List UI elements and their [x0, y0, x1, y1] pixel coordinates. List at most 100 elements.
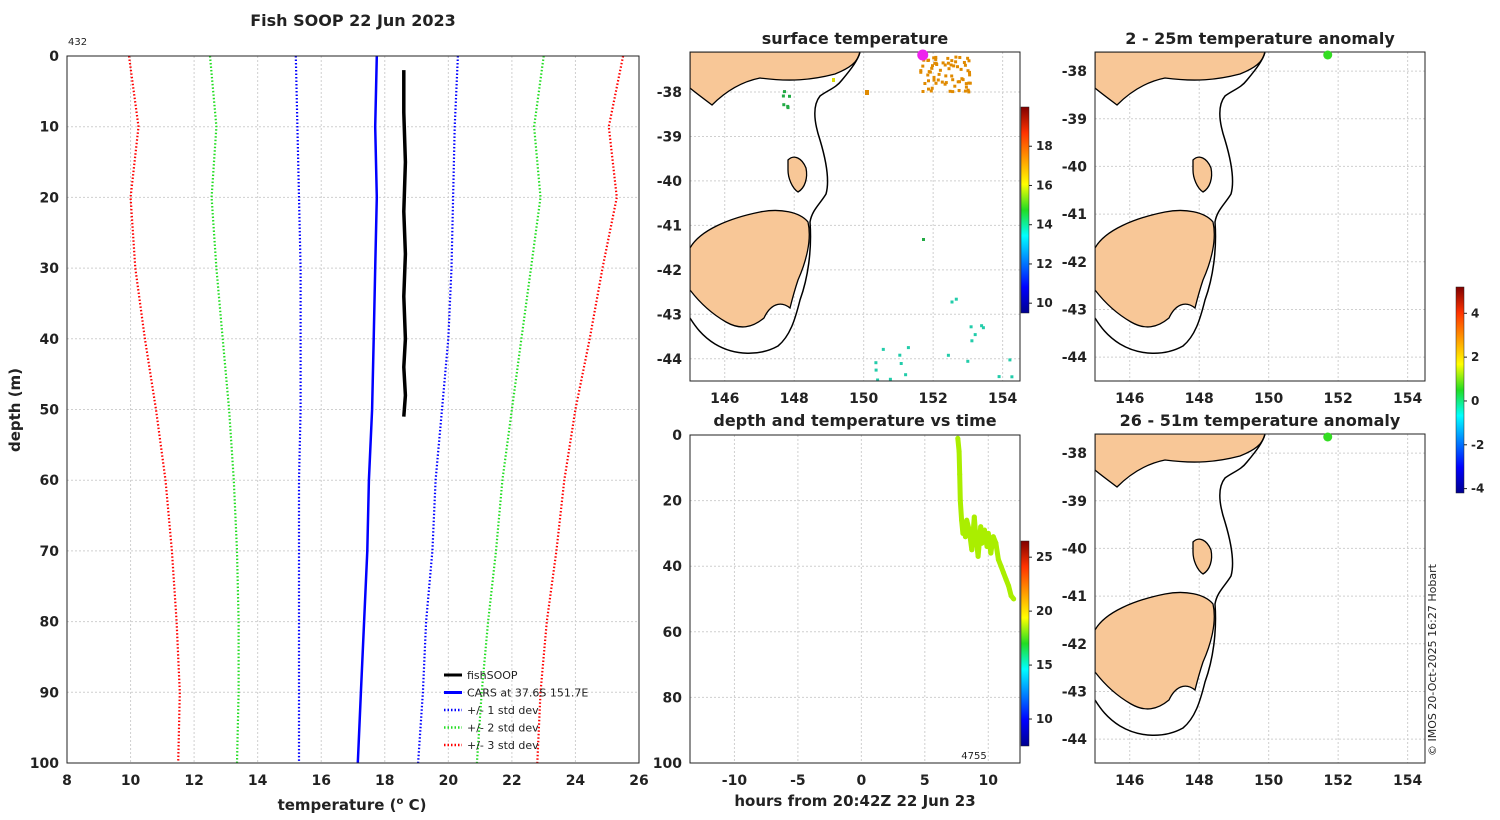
- anomaly-shallow-lon-tick-label: 154: [1393, 391, 1422, 407]
- time-point: [955, 435, 961, 441]
- profile-y-tick-label: 90: [40, 685, 60, 701]
- sst-pixel: [782, 103, 786, 107]
- time-colorbar-label: 15: [1036, 658, 1053, 672]
- sst-pixel: [960, 77, 964, 81]
- sst-pixel: [906, 346, 910, 350]
- profile-y-tick-label: 60: [40, 473, 60, 489]
- anomaly-deep-lat-tick-label: -42: [1062, 637, 1087, 653]
- anomaly-colorbar-label: -2: [1471, 438, 1484, 452]
- profile-line-fishsoop: [402, 70, 408, 417]
- time-point: [969, 547, 975, 553]
- sst-pixel: [958, 80, 961, 84]
- legend-label: fishSOOP: [467, 669, 518, 682]
- sst-pixel: [876, 378, 880, 381]
- surface-temp-land: [690, 52, 861, 328]
- surface-temp-lat-tick-label: -43: [657, 307, 682, 323]
- surface-temp-colorbar-label: 14: [1036, 218, 1053, 232]
- sst-pixel: [964, 82, 968, 86]
- surface-temp-colorbar-label: 10: [1036, 296, 1053, 310]
- legend-label: +/- 2 std dev: [467, 722, 539, 735]
- anomaly-deep-lat-tick-label: -41: [1062, 589, 1087, 605]
- profile-y-tick-label: 30: [40, 261, 60, 277]
- time-point: [971, 514, 977, 520]
- sst-pixel: [968, 70, 971, 74]
- profile-x-tick-label: 14: [248, 773, 268, 789]
- sst-pixel: [958, 56, 962, 59]
- time-panel: depth and temperature vs time -10 -5 0 5 100…: [653, 411, 1053, 810]
- sst-pixel: [954, 297, 958, 301]
- sst-pixel: [954, 60, 958, 64]
- surface-temp-lat-tick-label: -40: [657, 174, 683, 190]
- profile-line-2sd: [475, 56, 545, 763]
- anomaly-deep-lat-tick-label: -38: [1062, 446, 1087, 462]
- sst-pixel: [957, 89, 961, 92]
- sst-pixel: [919, 69, 923, 73]
- anomaly-deep-lon-tick-label: 146: [1115, 773, 1144, 789]
- profile-line-3sd: [536, 56, 625, 763]
- anomaly-shallow-lat-tick-label: -41: [1062, 207, 1087, 223]
- sst-pixel: [968, 81, 972, 85]
- surface-temp-ticks: 146 148 150 152 154 -38 -39 -40 -41 -42 -43 -44: [657, 85, 1018, 407]
- time-colorbar-label: 25: [1036, 550, 1053, 564]
- surface-temp-colorbar-label: 18: [1036, 139, 1053, 153]
- sst-pixel: [786, 104, 790, 108]
- sst-pixel: [966, 359, 970, 363]
- anomaly-colorbar-label: 0: [1471, 394, 1479, 408]
- surface-temp-lat-tick-label: -42: [657, 263, 682, 279]
- profile-x-tick-label: 20: [439, 773, 459, 789]
- anomaly-shallow-ticks: 146 148 150 152 154 -38 -39 -40 -41 -42 -43 -44: [1062, 64, 1423, 407]
- sst-pixel: [966, 69, 970, 73]
- profile-legend: fishSOOP CARS at 37.6S 151.7E +/- 1 std de…: [444, 669, 588, 752]
- surface-temp-frame: [689, 51, 1021, 382]
- sst-pixel: [973, 333, 977, 337]
- time-colorbar-label: 10: [1036, 712, 1053, 726]
- anomaly-shallow-lat-tick-label: -40: [1062, 159, 1088, 175]
- surface-temp-lat-tick-label: -39: [657, 129, 682, 145]
- anomaly-colorbar-label: -4: [1471, 482, 1484, 496]
- time-y-tick-label: 40: [663, 559, 683, 575]
- time-point: [964, 517, 970, 523]
- surface-temp-colorbar-label: 12: [1036, 257, 1053, 271]
- time-point: [956, 448, 962, 454]
- sst-pixel: [968, 73, 972, 77]
- anomaly-colorbar-label: 4: [1471, 306, 1479, 320]
- sst-pixel: [997, 375, 1001, 379]
- anomaly-shallow-lat-tick-label: -43: [1062, 302, 1087, 318]
- surface-temp-lon-tick-label: 152: [919, 391, 948, 407]
- time-x-tick-label: 10: [979, 773, 999, 789]
- sst-pixel: [956, 65, 959, 69]
- time-colorbar-label: 20: [1036, 604, 1053, 618]
- time-point: [993, 540, 999, 546]
- sst-pixel: [933, 61, 937, 65]
- profile-y-tick-label: 70: [40, 544, 60, 560]
- time-point: [985, 530, 991, 536]
- sst-pixel: [969, 325, 973, 329]
- sst-pixel: [944, 74, 948, 78]
- sst-pixel: [928, 70, 932, 74]
- profile-x-tick-label: 18: [375, 773, 394, 789]
- sst-pixel: [967, 90, 971, 94]
- anomaly-deep-lon-tick-label: 154: [1393, 773, 1422, 789]
- anomaly-shallow-marker: [1323, 50, 1333, 60]
- time-point: [962, 534, 968, 540]
- profile-y-tick-label: 10: [40, 120, 60, 136]
- anomaly-deep-lat-tick-label: -43: [1062, 684, 1087, 700]
- sst-pixel: [946, 61, 950, 65]
- profile-y-axis-label: depth (m): [6, 368, 24, 452]
- anomaly-shallow-lon-tick-label: 146: [1115, 391, 1144, 407]
- surface-temp-map: [690, 52, 1014, 381]
- time-colorbar-ticks: 10 15 20 25: [1029, 550, 1053, 726]
- profile-grid: [66, 55, 640, 764]
- surface-temperature-panel: surface temperature 146 148 150 152 154 -38 -3…: [657, 29, 1053, 407]
- profile-y-tick-label: 0: [49, 49, 59, 65]
- sst-pixel: [927, 79, 930, 83]
- corner-count-label: 432: [68, 37, 87, 48]
- profile-y-tick-label: 80: [40, 615, 60, 631]
- sst-pixel: [783, 90, 786, 94]
- sst-pixel: [959, 67, 963, 71]
- sst-pixel: [946, 56, 950, 60]
- sst-pixel: [932, 56, 936, 60]
- surface-temp-lat-tick-label: -44: [657, 352, 683, 368]
